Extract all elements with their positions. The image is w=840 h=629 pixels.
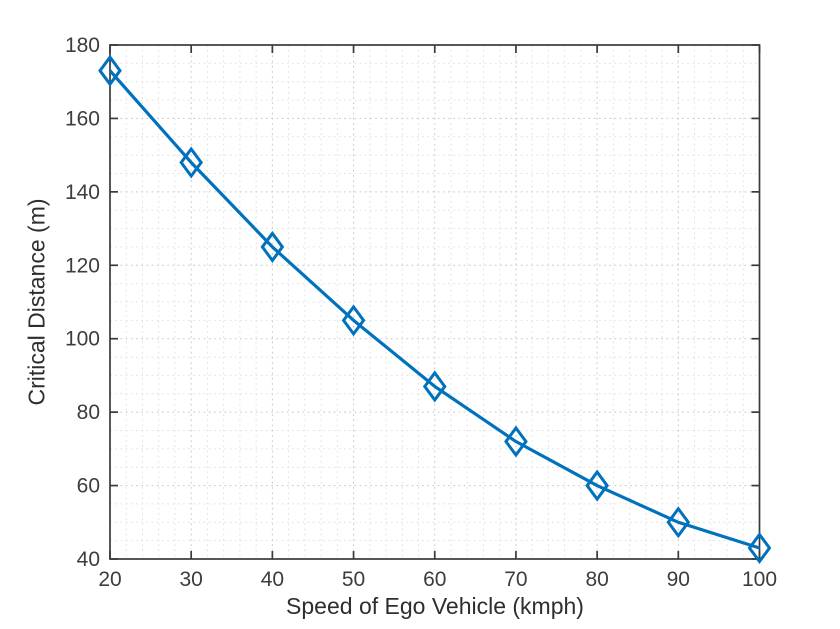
data-point-marker [504,425,528,458]
x-tick-label: 40 [261,568,284,591]
y-tick-label: 40 [77,548,100,571]
y-tick-label: 80 [77,401,100,424]
x-tick-label: 20 [98,568,121,591]
x-tick-label: 30 [180,568,203,591]
data-point-marker [260,230,285,263]
y-tick-label: 180 [65,34,100,57]
data-point-marker [179,146,204,179]
y-tick-label: 120 [65,254,100,277]
x-tick-label: 80 [585,568,608,591]
data-point-marker [666,506,691,539]
data-point-marker [341,304,366,337]
y-tick-label: 160 [65,107,100,130]
data-line [108,69,760,550]
x-tick-label: 50 [342,568,365,591]
y-tick-label: 100 [65,328,100,351]
x-axis-title: Speed of Ego Vehicle (kmph) [286,593,584,619]
y-tick-label: 140 [65,181,100,204]
y-tick-label: 60 [77,475,100,498]
data-point-marker [98,54,122,87]
data-point-marker [422,370,447,403]
data-point-marker [585,469,609,502]
y-axis-title: Critical Distance (m) [23,198,50,406]
x-tick-label: 100 [742,568,777,591]
data-point-marker [747,531,772,565]
x-tick-label: 90 [667,568,690,591]
x-tick-label: 60 [423,568,446,591]
x-tick-label: 70 [504,568,527,591]
